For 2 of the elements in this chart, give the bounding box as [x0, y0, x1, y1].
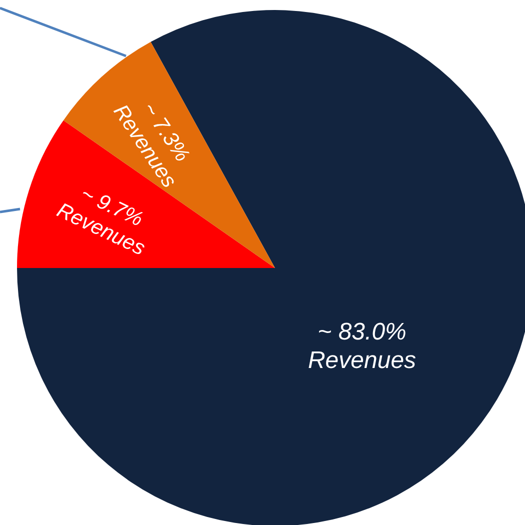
data-label: ~ 83.0%	[318, 318, 406, 346]
slice-label: Revenues	[308, 347, 416, 374]
